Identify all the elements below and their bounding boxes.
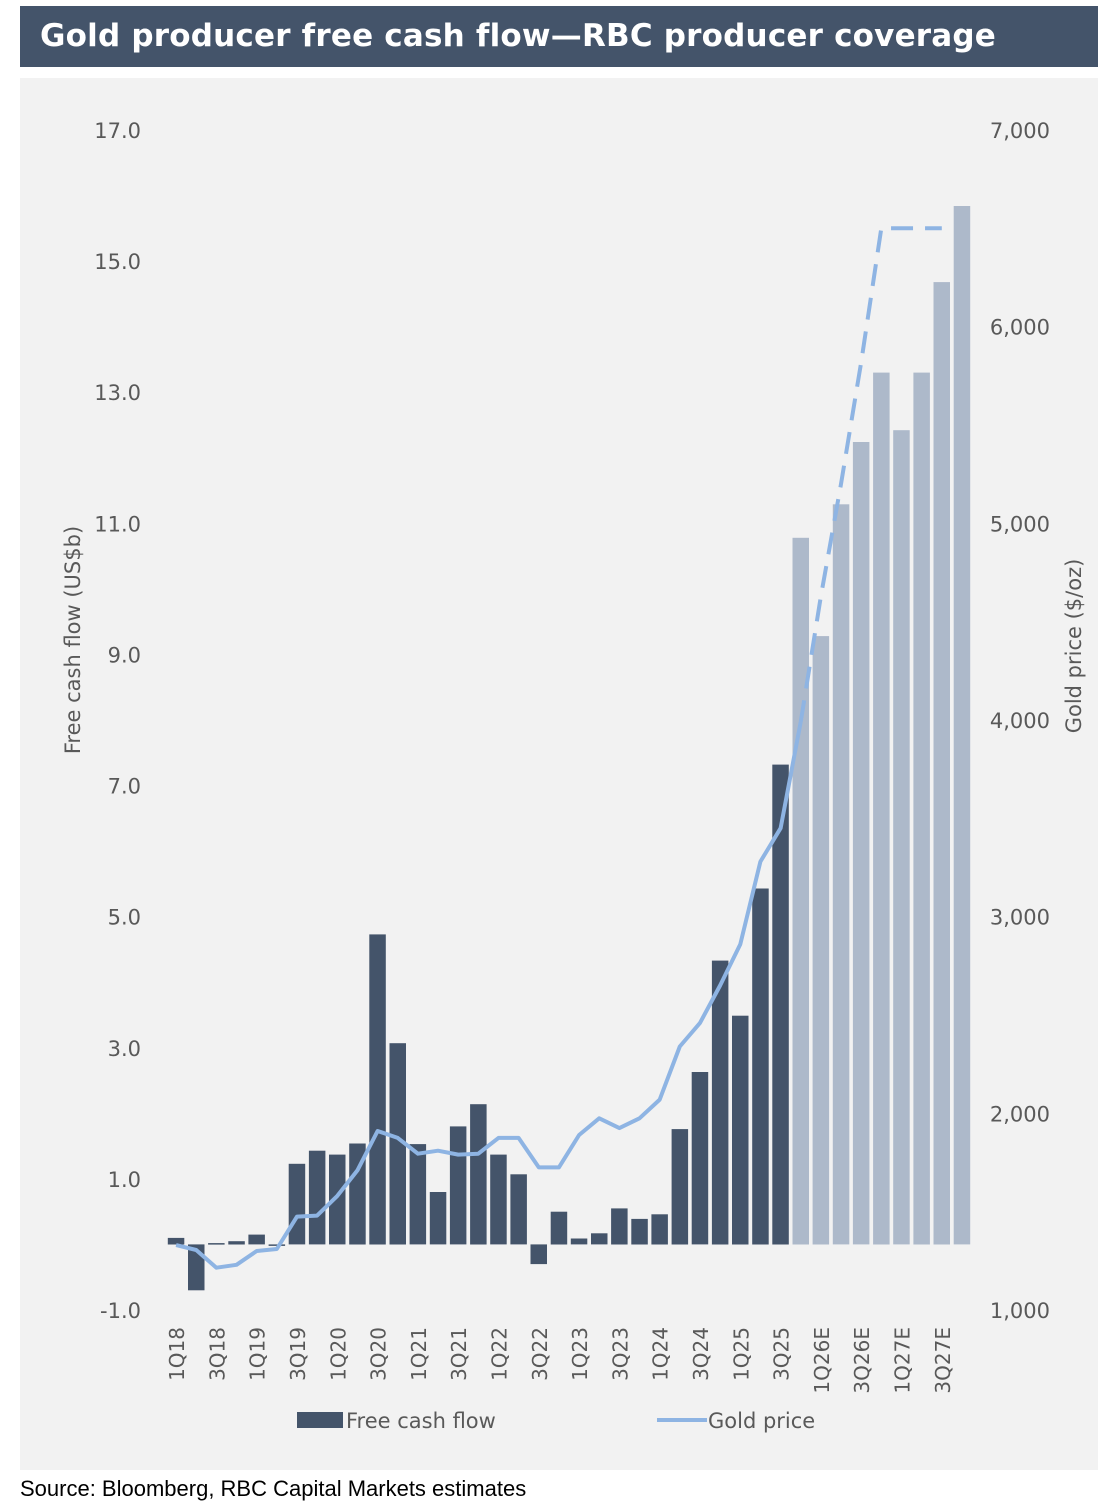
left-tick-label: 17.0 bbox=[94, 119, 141, 143]
left-tick-label: 3.0 bbox=[108, 1037, 141, 1061]
bar-4Q21 bbox=[470, 1104, 487, 1245]
line-series-gold-price bbox=[175, 226, 942, 1270]
bar-2Q22 bbox=[510, 1174, 527, 1245]
left-tick-label: 5.0 bbox=[108, 906, 141, 930]
x-tick-label: 1Q26E bbox=[810, 1327, 834, 1394]
x-tick-label: 1Q23 bbox=[568, 1327, 592, 1381]
x-tick-label: 1Q24 bbox=[649, 1327, 673, 1381]
left-tick-label: 9.0 bbox=[108, 643, 141, 667]
bar-4Q23 bbox=[631, 1218, 648, 1245]
bar-3Q20 bbox=[369, 934, 386, 1245]
right-axis-ticks: 1,000 2,000 3,000 4,000 5,000 6,000 7,000 bbox=[990, 119, 1050, 1323]
x-tick-label: 3Q23 bbox=[608, 1327, 632, 1381]
x-tick-label: 1Q22 bbox=[488, 1327, 512, 1381]
bar-series-free-cash-flow bbox=[167, 206, 971, 1291]
bar-2Q26E bbox=[832, 504, 850, 1245]
bar-4Q20 bbox=[389, 1043, 406, 1245]
bar-4Q24 bbox=[711, 960, 729, 1245]
bar-3Q25 bbox=[772, 764, 789, 1245]
bar-1Q23 bbox=[570, 1238, 588, 1245]
right-tick-label: 7,000 bbox=[990, 119, 1050, 143]
right-axis-label: Gold price ($/oz) bbox=[1062, 559, 1086, 734]
x-tick-label: 1Q20 bbox=[326, 1327, 350, 1381]
x-tick-label: 1Q21 bbox=[407, 1327, 431, 1381]
x-tick-label: 3Q27E bbox=[931, 1327, 955, 1394]
bar-2Q25 bbox=[752, 888, 769, 1245]
left-tick-label: -1.0 bbox=[100, 1299, 141, 1323]
bar-4Q18 bbox=[228, 1241, 245, 1245]
right-tick-label: 2,000 bbox=[990, 1102, 1050, 1126]
bar-3Q21 bbox=[449, 1126, 467, 1245]
x-tick-label: 1Q27E bbox=[891, 1327, 915, 1394]
bar-3Q24 bbox=[691, 1072, 709, 1245]
x-tick-label: 1Q18 bbox=[165, 1327, 189, 1381]
bar-3Q19 bbox=[288, 1163, 306, 1245]
bar-4Q27E bbox=[953, 206, 971, 1245]
x-tick-label: 3Q19 bbox=[286, 1327, 310, 1381]
x-axis-ticks: 1Q18 3Q18 1Q19 3Q19 1Q20 3Q20 1Q21 3Q21 1Q22 3Q22… bbox=[165, 1327, 955, 1394]
bar-1Q18 bbox=[167, 1237, 185, 1245]
left-axis-ticks: -1.0 1.0 3.0 5.0 7.0 9.0 11.0 13.0 15.0 17.0 bbox=[94, 119, 141, 1323]
left-axis-label: Free cash flow (US$b) bbox=[61, 526, 85, 754]
bar-2Q20 bbox=[349, 1143, 366, 1245]
bar-2Q24 bbox=[671, 1129, 689, 1245]
chart-title: Gold producer free cash flow—RBC produce… bbox=[40, 18, 997, 54]
legend-label-free-cash-flow: Free cash flow bbox=[346, 1409, 496, 1433]
bar-1Q24 bbox=[651, 1214, 668, 1245]
left-tick-label: 11.0 bbox=[94, 512, 141, 536]
gold-price-estimate-line bbox=[798, 226, 942, 723]
x-tick-label: 3Q24 bbox=[689, 1327, 713, 1381]
x-tick-label: 3Q25 bbox=[770, 1327, 794, 1381]
x-tick-label: 3Q18 bbox=[205, 1327, 229, 1381]
bar-1Q22 bbox=[490, 1154, 507, 1245]
bar-4Q19 bbox=[308, 1150, 326, 1245]
bar-2Q21 bbox=[429, 1192, 447, 1245]
bar-1Q19 bbox=[248, 1234, 265, 1245]
right-tick-label: 6,000 bbox=[990, 316, 1050, 340]
gold-price-line bbox=[175, 721, 803, 1270]
right-tick-label: 3,000 bbox=[990, 906, 1050, 930]
x-tick-label: 3Q26E bbox=[850, 1327, 874, 1394]
bar-1Q25 bbox=[732, 1015, 749, 1245]
right-tick-label: 4,000 bbox=[990, 709, 1050, 733]
legend-label-gold-price: Gold price bbox=[708, 1409, 815, 1433]
left-tick-label: 7.0 bbox=[108, 775, 141, 799]
bar-3Q27E bbox=[933, 282, 950, 1245]
x-tick-label: 1Q25 bbox=[729, 1327, 753, 1381]
bar-4Q26E bbox=[873, 372, 890, 1245]
bar-1Q26E bbox=[812, 636, 830, 1245]
x-tick-label: 1Q19 bbox=[246, 1327, 270, 1381]
x-tick-label: 3Q21 bbox=[447, 1327, 471, 1381]
bar-2Q23 bbox=[591, 1233, 608, 1245]
bar-1Q27E bbox=[893, 430, 910, 1245]
bar-3Q26E bbox=[852, 442, 870, 1245]
bar-3Q23 bbox=[611, 1208, 628, 1245]
right-tick-label: 5,000 bbox=[990, 512, 1050, 536]
left-tick-label: 1.0 bbox=[108, 1168, 141, 1192]
right-tick-label: 1,000 bbox=[990, 1299, 1050, 1323]
bar-3Q18 bbox=[208, 1243, 225, 1245]
legend-swatch-free-cash-flow bbox=[297, 1412, 343, 1428]
legend: Free cash flow Gold price bbox=[297, 1409, 815, 1433]
bar-1Q20 bbox=[329, 1154, 346, 1245]
bar-3Q22 bbox=[530, 1244, 547, 1265]
bar-4Q25 bbox=[792, 537, 809, 1245]
left-tick-label: 13.0 bbox=[94, 381, 141, 405]
bar-4Q22 bbox=[550, 1211, 568, 1245]
left-tick-label: 15.0 bbox=[94, 250, 141, 274]
source-note: Source: Bloomberg, RBC Capital Markets e… bbox=[20, 1476, 527, 1501]
bar-1Q21 bbox=[409, 1144, 427, 1245]
chart-title-banner: Gold producer free cash flow—RBC produce… bbox=[20, 6, 1098, 67]
x-tick-label: 3Q22 bbox=[528, 1327, 552, 1381]
x-tick-label: 3Q20 bbox=[367, 1327, 391, 1381]
bar-2Q27E bbox=[913, 372, 930, 1245]
